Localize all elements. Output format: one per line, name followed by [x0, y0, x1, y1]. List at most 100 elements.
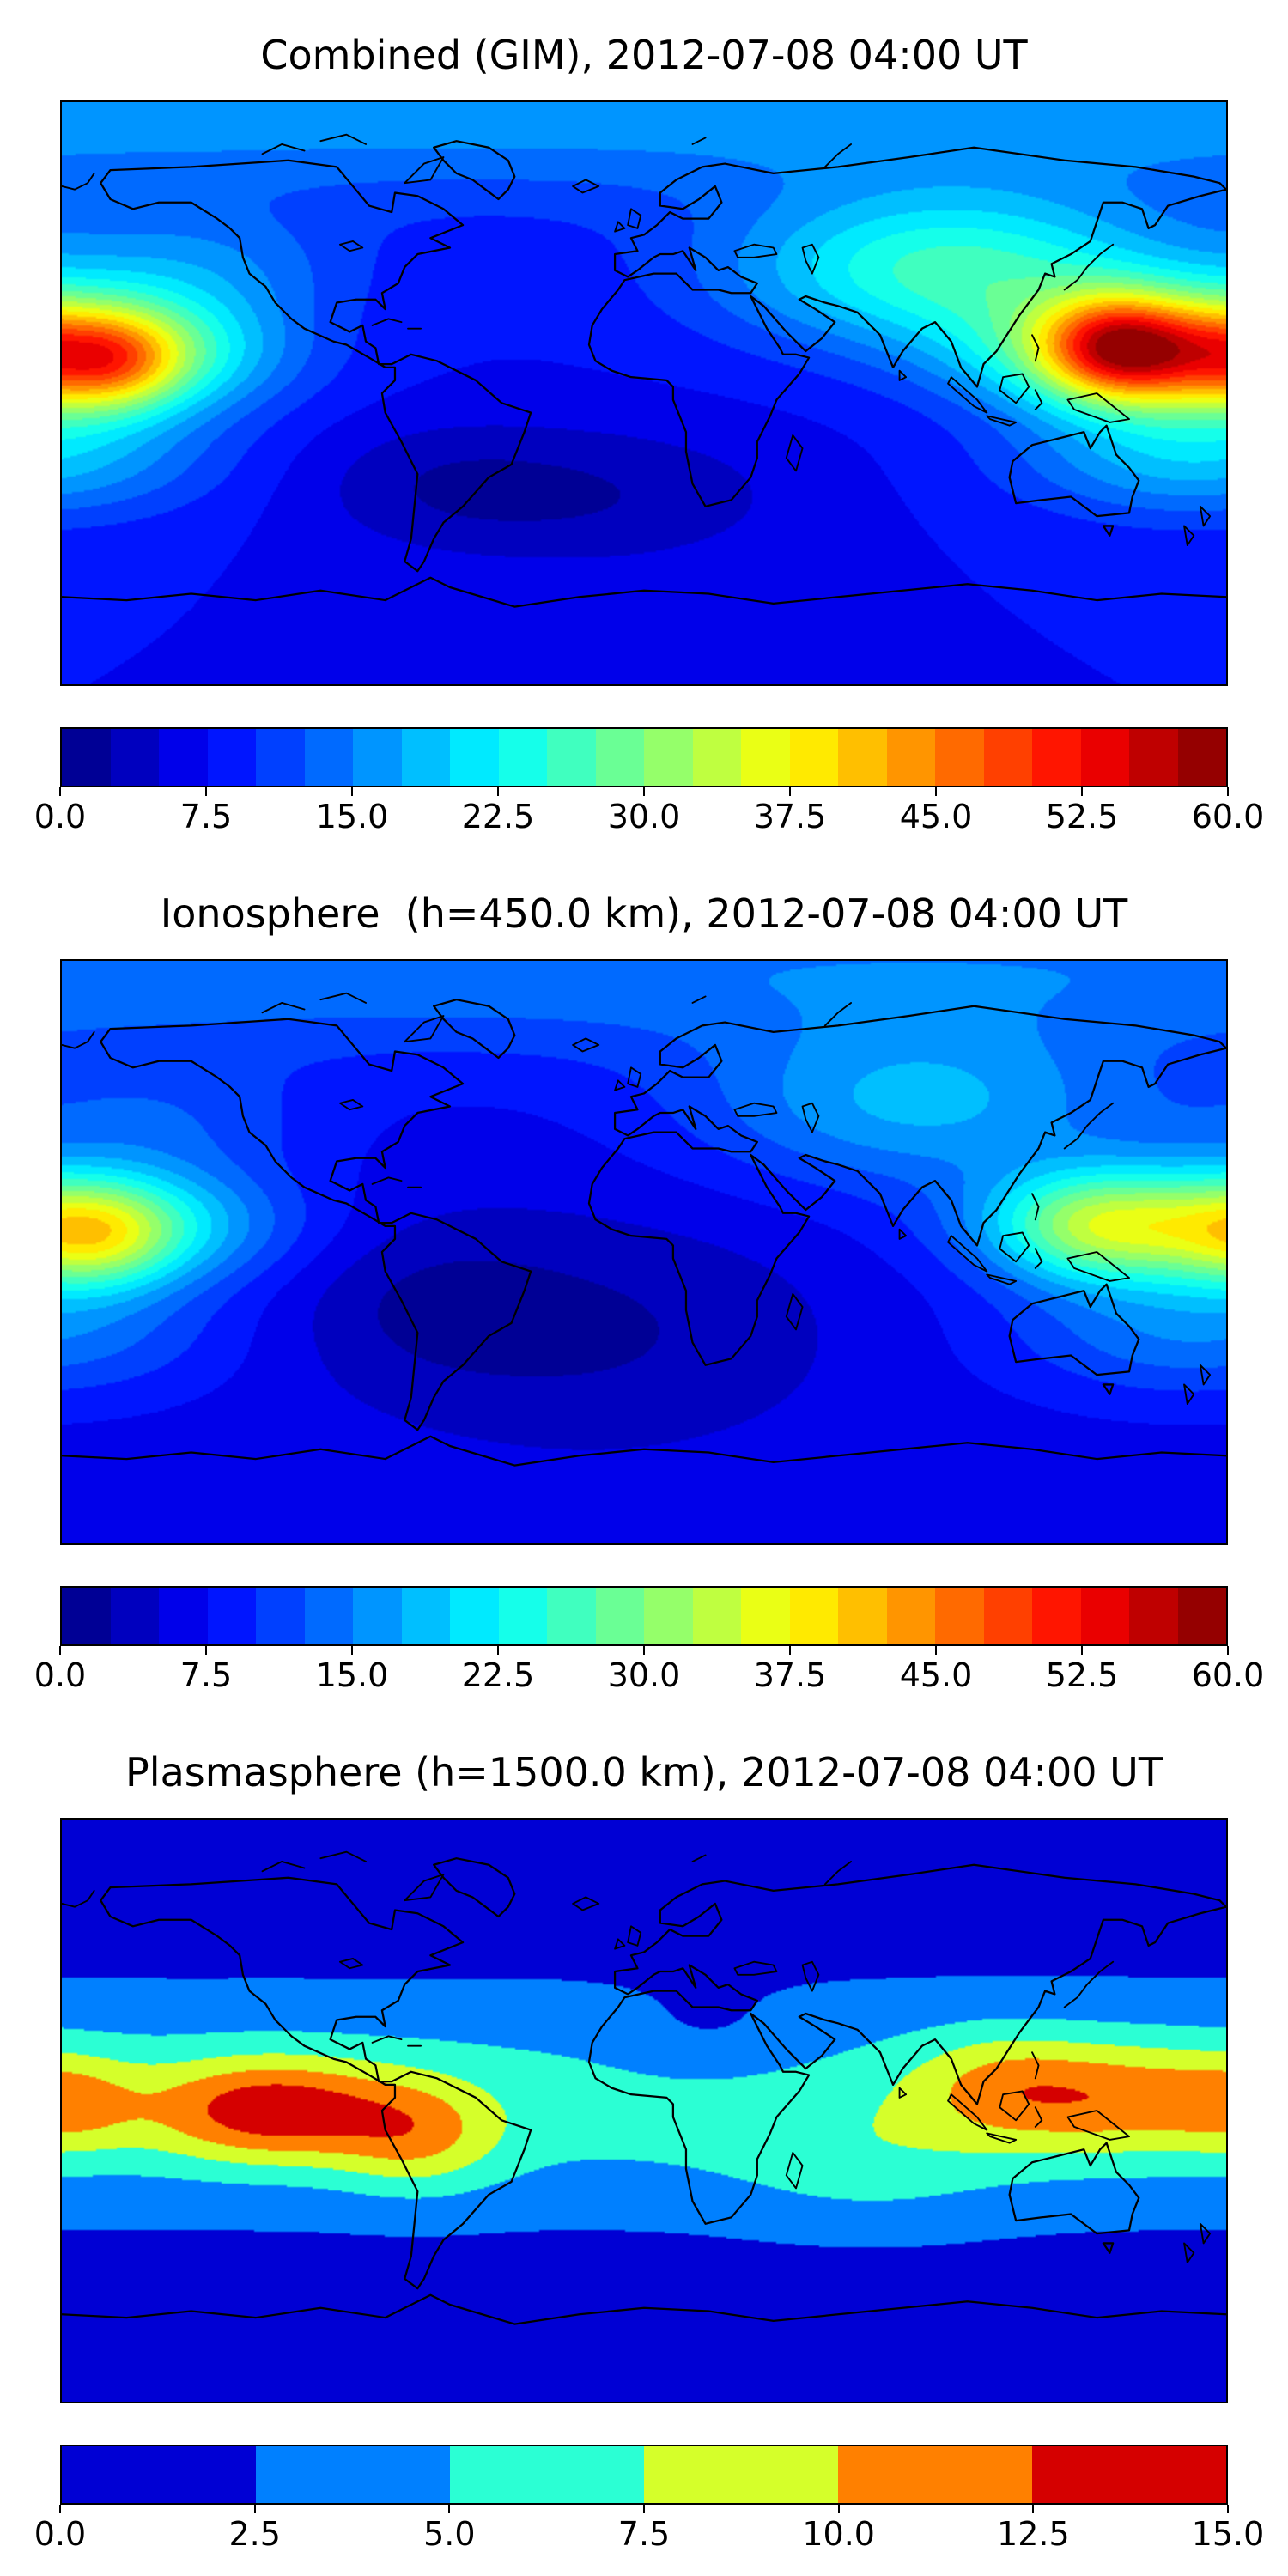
colorbar-segment — [692, 728, 741, 786]
colorbar-tick-labels: 0.0 7.5 15.0 22.5 30.0 37.5 45.0 52.5 60.0 — [34, 797, 1265, 839]
colorbar-tick-mark — [789, 787, 791, 796]
colorbar-segment — [304, 728, 353, 786]
colorbar-segment — [62, 1587, 111, 1644]
map-canvas — [62, 1819, 1226, 2402]
colorbar-bar — [60, 2444, 1228, 2505]
colorbar-segment — [644, 728, 693, 786]
colorbar-tick-mark — [448, 2504, 451, 2513]
colorbar-tick-label: 12.5 — [997, 2514, 1070, 2553]
panel-title: Ionosphere (h=450.0 km), 2012-07-08 04:0… — [160, 890, 1128, 937]
colorbar-tick-mark — [351, 1645, 353, 1655]
colorbar-segment — [1129, 728, 1178, 786]
colorbar-tick-label: 15.0 — [315, 797, 389, 835]
map-canvas — [62, 101, 1226, 684]
colorbar-tick-marks — [59, 787, 1229, 796]
colorbar-segment — [207, 728, 256, 786]
colorbar-segment — [401, 728, 450, 786]
colorbar-tick-marks — [59, 2504, 1229, 2513]
colorbar-tick-mark — [1227, 1645, 1229, 1655]
colorbar-segment — [450, 1587, 499, 1644]
coastlines-overlay — [62, 1850, 1226, 2325]
colorbar-segment — [644, 1587, 693, 1644]
colorbar-segment — [498, 728, 547, 786]
colorbar-tick-label: 60.0 — [1191, 1656, 1265, 1694]
colorbar-tick-label: 10.0 — [802, 2514, 875, 2553]
colorbar: 0.0 7.5 15.0 22.5 30.0 37.5 45.0 52.5 60.0 — [34, 1585, 1264, 1698]
map-plot — [60, 1817, 1228, 2403]
colorbar-segment — [935, 728, 984, 786]
colorbar-tick-mark — [59, 1645, 61, 1655]
colorbar-bar — [60, 726, 1228, 787]
colorbar-tick-mark — [497, 787, 499, 796]
colorbar-tick-label: 5.0 — [423, 2514, 476, 2553]
colorbar-tick-mark — [351, 787, 353, 796]
colorbar-tick-mark — [643, 2504, 645, 2513]
colorbar-tick-mark — [643, 1645, 645, 1655]
colorbar-segment — [159, 1587, 208, 1644]
colorbar-tick-mark — [1227, 2504, 1229, 2513]
colorbar-segment — [838, 1587, 887, 1644]
map-plot — [60, 958, 1228, 1545]
colorbar-segment — [207, 1587, 256, 1644]
colorbar: 0.0 7.5 15.0 22.5 30.0 37.5 45.0 52.5 60.0 — [34, 726, 1265, 839]
colorbar-segment — [1177, 728, 1226, 786]
colorbar-tick-mark — [1227, 787, 1229, 796]
colorbar-tick-label: 7.5 — [617, 2514, 671, 2553]
colorbar-segment — [159, 728, 208, 786]
colorbar-tick-mark — [59, 2504, 61, 2513]
colorbar-segment — [838, 728, 887, 786]
colorbar-segment — [1177, 1587, 1226, 1644]
colorbar-segment — [1129, 1587, 1178, 1644]
colorbar-segment — [1032, 2445, 1226, 2503]
colorbar-tick-label: 37.5 — [753, 1656, 827, 1694]
colorbar-segment — [401, 1587, 450, 1644]
coastlines-overlay — [62, 133, 1226, 608]
colorbar-segment — [498, 1587, 547, 1644]
colorbar-tick-mark — [253, 2504, 256, 2513]
colorbar-segment — [741, 728, 790, 786]
colorbar-segment — [256, 1587, 305, 1644]
colorbar-segment — [62, 728, 111, 786]
colorbar-tick-label: 0.0 — [33, 2514, 87, 2553]
colorbar-segment — [983, 1587, 1032, 1644]
colorbar-tick-label: 7.5 — [179, 1656, 233, 1694]
colorbar-segment — [547, 1587, 596, 1644]
colorbar-segment — [62, 2445, 256, 2503]
colorbar-tick-label: 15.0 — [315, 1656, 389, 1694]
colorbar-tick-mark — [837, 2504, 840, 2513]
colorbar-tick-label: 30.0 — [607, 797, 681, 835]
colorbar-segment — [256, 728, 305, 786]
colorbar-segment — [595, 728, 644, 786]
colorbar-segment — [741, 1587, 790, 1644]
colorbar-segment — [1080, 728, 1129, 786]
map-plot — [60, 100, 1228, 686]
panel-combined-gim: Combined (GIM), 2012-07-08 04:00 UT 0.0 7… — [0, 0, 1288, 859]
colorbar-segment — [256, 2445, 450, 2503]
colorbar-tick-mark — [1032, 2504, 1035, 2513]
colorbar-tick-mark — [789, 1645, 791, 1655]
colorbar-segment — [692, 1587, 741, 1644]
colorbar-segment — [1032, 728, 1081, 786]
colorbar-segment — [886, 1587, 935, 1644]
colorbar-tick-label: 52.5 — [1045, 1656, 1119, 1694]
colorbar-segment — [1032, 1587, 1081, 1644]
colorbar-segment — [644, 2445, 838, 2503]
colorbar-tick-label: 22.5 — [461, 1656, 535, 1694]
colorbar-tick-label: 30.0 — [607, 1656, 681, 1694]
colorbar-tick-label: 15.0 — [1191, 2514, 1265, 2553]
colorbar-tick-marks — [59, 1645, 1229, 1655]
panel-title: Plasmasphere (h=1500.0 km), 2012-07-08 0… — [125, 1749, 1163, 1795]
colorbar-segment — [983, 728, 1032, 786]
colorbar-tick-label: 37.5 — [753, 797, 827, 835]
colorbar-segment — [110, 728, 159, 786]
map-canvas — [62, 960, 1226, 1543]
colorbar-tick-mark — [205, 787, 207, 796]
colorbar-tick-mark — [205, 1645, 207, 1655]
colorbar-segment — [595, 1587, 644, 1644]
colorbar-tick-mark — [497, 1645, 499, 1655]
colorbar-tick-label: 22.5 — [461, 797, 535, 835]
colorbar-segment — [450, 2445, 644, 2503]
colorbar-tick-label: 60.0 — [1191, 797, 1265, 835]
colorbar-segment — [353, 1587, 402, 1644]
